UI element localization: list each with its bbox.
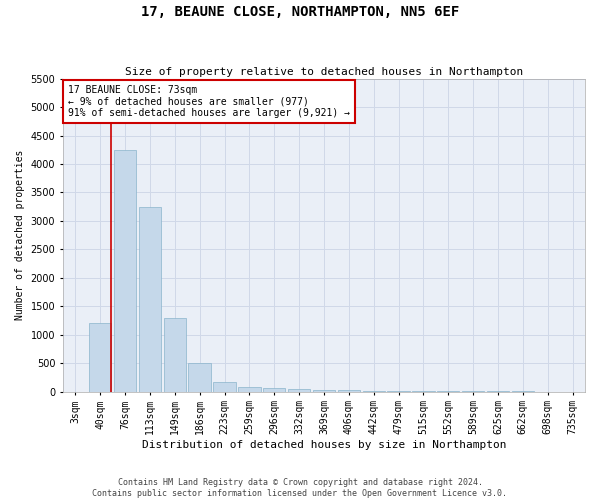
Text: 17, BEAUNE CLOSE, NORTHAMPTON, NN5 6EF: 17, BEAUNE CLOSE, NORTHAMPTON, NN5 6EF	[141, 5, 459, 19]
Title: Size of property relative to detached houses in Northampton: Size of property relative to detached ho…	[125, 66, 523, 76]
X-axis label: Distribution of detached houses by size in Northampton: Distribution of detached houses by size …	[142, 440, 506, 450]
Bar	[362, 391, 385, 392]
Bar	[288, 388, 310, 392]
Y-axis label: Number of detached properties: Number of detached properties	[15, 150, 25, 320]
Text: Contains HM Land Registry data © Crown copyright and database right 2024.
Contai: Contains HM Land Registry data © Crown c…	[92, 478, 508, 498]
Bar	[263, 388, 286, 392]
Bar	[214, 382, 236, 392]
Bar	[238, 388, 260, 392]
Bar	[114, 150, 136, 392]
Bar	[338, 390, 360, 392]
Bar	[188, 363, 211, 392]
Bar	[139, 206, 161, 392]
Text: 17 BEAUNE CLOSE: 73sqm
← 9% of detached houses are smaller (977)
91% of semi-det: 17 BEAUNE CLOSE: 73sqm ← 9% of detached …	[68, 85, 350, 118]
Bar	[313, 390, 335, 392]
Bar	[164, 318, 186, 392]
Bar	[89, 324, 112, 392]
